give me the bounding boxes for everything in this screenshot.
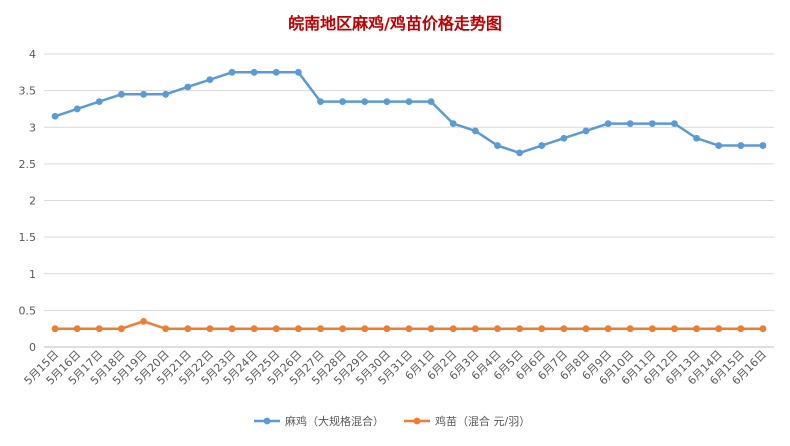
- data-point: [294, 68, 302, 76]
- data-point: [206, 76, 214, 84]
- data-point: [693, 134, 700, 142]
- data-point: [51, 325, 59, 333]
- data-point: [449, 325, 457, 333]
- data-point: [405, 325, 413, 333]
- data-point: [118, 325, 125, 333]
- series-1: [51, 68, 767, 157]
- data-point: [737, 142, 745, 149]
- data-point: [538, 142, 546, 149]
- data-point: [671, 120, 678, 127]
- legend-marker: [413, 417, 421, 425]
- data-point: [715, 325, 723, 333]
- y-axis-ticks: 0 0.5 1 1.5 2 2.5 3 3.5 4: [19, 48, 37, 354]
- data-point: [648, 325, 656, 333]
- data-point: [118, 90, 125, 98]
- data-point: [228, 325, 236, 333]
- data-point: [184, 325, 192, 333]
- data-point: [184, 83, 192, 91]
- data-point: [759, 142, 767, 149]
- data-point: [51, 112, 59, 120]
- data-point: [471, 127, 479, 135]
- y-tick-label: 1.5: [19, 231, 37, 244]
- legend-marker: [263, 417, 271, 425]
- data-point: [339, 98, 347, 106]
- data-point: [560, 134, 568, 142]
- data-point: [648, 120, 656, 127]
- legend-item-1: 麻鸡（大规格混合）: [254, 414, 384, 428]
- data-point: [140, 317, 147, 325]
- data-point: [228, 68, 236, 76]
- data-point: [582, 127, 590, 135]
- data-point: [737, 325, 745, 333]
- y-tick-label: 2: [29, 195, 36, 208]
- data-point: [206, 325, 214, 333]
- data-point: [317, 98, 324, 106]
- series-lines: [51, 68, 767, 333]
- data-point: [449, 120, 457, 127]
- data-point: [73, 105, 81, 113]
- data-point: [294, 325, 302, 333]
- data-point: [361, 98, 369, 106]
- data-point: [383, 325, 391, 333]
- y-tick-label: 0.5: [19, 304, 37, 317]
- data-point: [494, 325, 501, 333]
- data-point: [162, 325, 170, 333]
- gridlines: [44, 53, 774, 348]
- data-point: [626, 120, 634, 127]
- data-point: [516, 149, 524, 157]
- chart-title: 皖南地区麻鸡/鸡苗价格走势图: [288, 14, 502, 33]
- data-point: [494, 142, 501, 149]
- legend-label: 麻鸡（大规格混合）: [285, 414, 384, 428]
- data-point: [604, 325, 612, 333]
- data-point: [538, 325, 546, 333]
- data-point: [73, 325, 81, 333]
- y-tick-label: 2.5: [19, 158, 37, 171]
- data-point: [427, 325, 435, 333]
- data-point: [140, 90, 147, 98]
- data-point: [626, 325, 634, 333]
- data-point: [95, 325, 103, 333]
- data-point: [516, 325, 524, 333]
- y-tick-label: 0: [29, 341, 36, 354]
- data-point: [427, 98, 435, 106]
- data-point: [162, 90, 170, 98]
- series-line: [54, 71, 763, 155]
- data-point: [759, 325, 767, 333]
- data-point: [693, 325, 700, 333]
- data-point: [560, 325, 568, 333]
- y-tick-label: 3.5: [19, 85, 37, 98]
- data-point: [471, 325, 479, 333]
- data-point: [339, 325, 347, 333]
- data-point: [671, 325, 678, 333]
- legend-label: 鸡苗（混合 元/羽）: [435, 414, 530, 428]
- data-point: [250, 68, 258, 76]
- data-point: [604, 120, 612, 127]
- data-point: [405, 98, 413, 106]
- series-2: [51, 317, 767, 333]
- data-point: [361, 325, 369, 333]
- data-point: [272, 68, 280, 76]
- data-point: [582, 325, 590, 333]
- x-axis-ticks: 5月15日5月16日5月17日5月18日5月19日5月20日5月21日5月22日…: [22, 348, 769, 388]
- data-point: [272, 325, 280, 333]
- data-point: [715, 142, 723, 149]
- data-point: [250, 325, 258, 333]
- y-tick-label: 3: [29, 121, 36, 134]
- y-tick-label: 4: [29, 48, 36, 61]
- legend: 麻鸡（大规格混合） 鸡苗（混合 元/羽）: [254, 414, 530, 428]
- data-point: [95, 98, 103, 106]
- legend-item-2: 鸡苗（混合 元/羽）: [404, 414, 530, 428]
- data-point: [317, 325, 324, 333]
- data-point: [383, 98, 391, 106]
- y-tick-label: 1: [29, 268, 36, 281]
